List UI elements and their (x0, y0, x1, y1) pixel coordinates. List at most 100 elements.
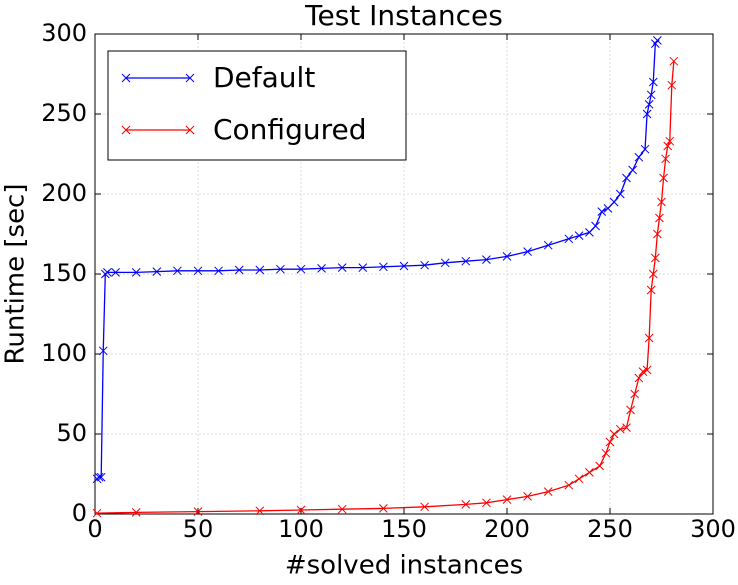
data-point (131, 508, 141, 517)
data-point (234, 265, 244, 275)
data-point (653, 36, 662, 45)
data-point (255, 506, 265, 516)
series-line (96, 40, 658, 480)
data-point (543, 487, 553, 496)
data-point (564, 234, 574, 244)
data-point (574, 474, 584, 484)
data-point (634, 373, 644, 383)
x-tick-label: 200 (484, 515, 530, 543)
data-point (646, 285, 656, 295)
data-point (92, 508, 102, 518)
data-point (193, 266, 203, 276)
data-point (103, 268, 112, 277)
x-tick-label: 150 (381, 515, 427, 543)
x-axis-label: #solved instances (285, 551, 523, 581)
data-point (358, 263, 368, 272)
data-point (543, 240, 553, 250)
legend-label: Default (213, 61, 315, 94)
y-tick-label: 50 (56, 419, 87, 447)
data-point (644, 100, 654, 109)
data-point (399, 261, 409, 271)
data-point (663, 141, 673, 151)
data-point (379, 262, 388, 272)
x-tick-label: 250 (587, 515, 633, 543)
data-point (615, 189, 625, 199)
data-point (642, 365, 652, 375)
x-tick-label: 100 (278, 515, 324, 543)
data-point (657, 197, 666, 207)
data-point (461, 500, 471, 509)
data-point (523, 247, 532, 256)
chart-title: Test Instances (304, 0, 503, 32)
data-point (630, 389, 640, 399)
data-point (379, 504, 388, 513)
data-point (605, 437, 615, 447)
legend: Default Configured (107, 50, 407, 161)
data-point (152, 267, 162, 276)
y-tick-label: 100 (41, 339, 87, 367)
data-point (648, 77, 658, 87)
data-point (502, 495, 512, 504)
x-tick-label: 0 (87, 515, 102, 543)
data-point (337, 263, 347, 272)
plot-frame (94, 33, 714, 515)
legend-box (107, 50, 407, 161)
data-point (214, 266, 223, 276)
data-point (337, 504, 347, 514)
data-point (601, 448, 611, 458)
data-point (665, 136, 675, 146)
data-point (659, 173, 668, 183)
data-point (634, 152, 644, 162)
data-point (669, 56, 679, 66)
data-point (609, 429, 619, 439)
data-point (615, 424, 625, 434)
data-point (609, 197, 619, 207)
data-point (650, 253, 660, 263)
data-point (644, 333, 654, 343)
data-point (94, 472, 104, 482)
data-point (193, 507, 203, 516)
y-tick-label: 0 (72, 499, 87, 527)
data-point (420, 502, 429, 512)
data-point (173, 266, 182, 276)
data-point (482, 255, 491, 264)
data-point (591, 221, 600, 231)
legend-marker (121, 73, 195, 83)
data-point (597, 207, 607, 216)
data-point (646, 90, 656, 100)
data-point (296, 505, 306, 515)
data-point (653, 229, 662, 239)
x-tick-label: 300 (690, 515, 736, 543)
data-point (626, 405, 635, 415)
data-point (461, 256, 471, 266)
legend-label: Configured (213, 113, 366, 146)
data-point (640, 144, 650, 154)
y-tick-label: 250 (41, 99, 87, 127)
y-tick-label: 300 (41, 19, 87, 47)
data-point (440, 258, 450, 268)
data-point (420, 260, 429, 270)
data-point (482, 498, 491, 508)
data-point (523, 492, 532, 501)
y-tick-label: 150 (41, 259, 87, 287)
legend-marker (121, 125, 195, 135)
data-point (96, 472, 106, 482)
data-point (502, 252, 512, 261)
data-point (255, 265, 265, 275)
data-point (276, 264, 285, 274)
data-point (111, 268, 120, 277)
data-point (642, 109, 652, 119)
data-point (622, 423, 631, 432)
data-point (628, 165, 638, 175)
data-point (585, 468, 594, 477)
data-point (648, 269, 658, 279)
x-tick-label: 50 (183, 515, 214, 543)
data-point (98, 346, 108, 356)
data-point (564, 480, 574, 490)
data-point (667, 80, 677, 90)
data-point (131, 268, 141, 277)
data-point (317, 264, 326, 273)
data-point (661, 154, 670, 164)
data-point (595, 461, 605, 471)
